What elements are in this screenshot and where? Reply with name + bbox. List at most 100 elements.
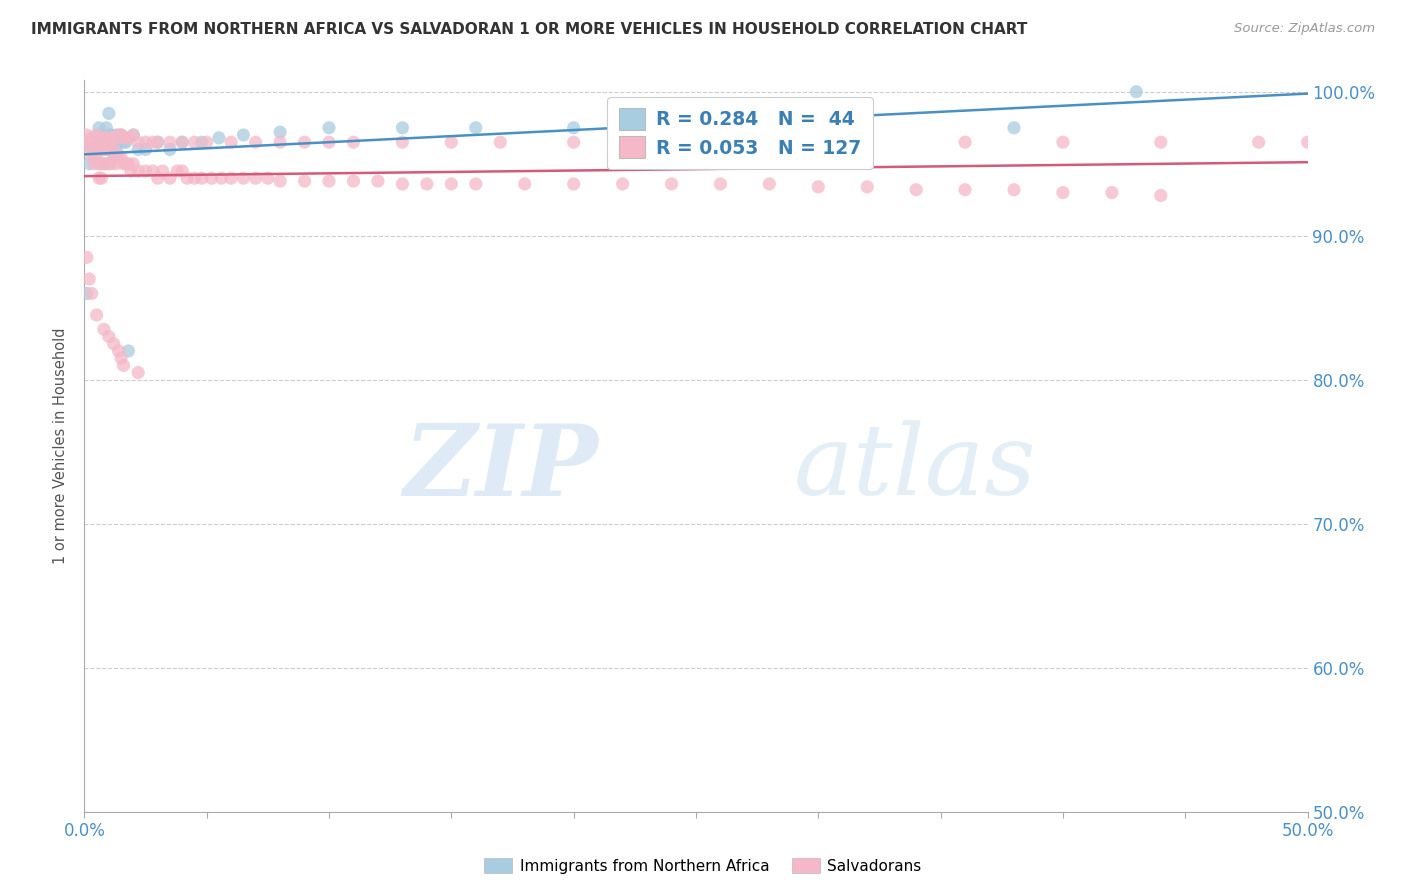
Point: [318, 135, 340, 149]
Point: [127, 366, 149, 380]
Point: [135, 135, 157, 149]
Point: [464, 177, 486, 191]
Point: [905, 183, 928, 197]
Point: [105, 142, 128, 156]
Point: [86, 308, 108, 322]
Point: [87, 142, 110, 156]
Point: [685, 120, 707, 135]
Point: [87, 157, 110, 171]
Point: [107, 150, 129, 164]
Point: [232, 171, 254, 186]
Point: [100, 142, 122, 156]
Point: [208, 131, 231, 145]
Point: [440, 177, 463, 191]
Point: [318, 174, 340, 188]
Point: [152, 164, 174, 178]
Point: [76, 142, 98, 156]
Point: [219, 171, 242, 186]
Point: [96, 131, 118, 145]
Point: [612, 177, 634, 191]
Point: [77, 135, 100, 149]
Point: [661, 135, 683, 149]
Point: [367, 174, 389, 188]
Point: [112, 359, 135, 373]
Point: [105, 128, 128, 142]
Point: [93, 131, 115, 145]
Point: [513, 177, 536, 191]
Point: [96, 120, 118, 135]
Point: [77, 157, 100, 171]
Point: [93, 157, 115, 171]
Point: [83, 131, 105, 145]
Point: [80, 150, 103, 164]
Point: [135, 142, 157, 156]
Point: [1002, 120, 1025, 135]
Point: [105, 131, 128, 145]
Point: [318, 120, 340, 135]
Point: [269, 125, 291, 139]
Point: [257, 171, 280, 186]
Point: [93, 142, 115, 156]
Point: [83, 150, 105, 164]
Point: [953, 135, 976, 149]
Point: [87, 128, 110, 142]
Point: [269, 174, 291, 188]
Point: [103, 142, 125, 156]
Point: [90, 157, 112, 171]
Point: [1125, 85, 1147, 99]
Point: [562, 135, 585, 149]
Point: [77, 135, 100, 149]
Point: [80, 142, 103, 156]
Point: [117, 343, 139, 358]
Point: [120, 164, 142, 178]
Point: [159, 142, 181, 156]
Point: [183, 135, 205, 149]
Point: [77, 272, 100, 286]
Point: [245, 135, 267, 149]
Point: [115, 157, 138, 171]
Point: [127, 142, 149, 156]
Point: [100, 157, 122, 171]
Text: Source: ZipAtlas.com: Source: ZipAtlas.com: [1234, 22, 1375, 36]
Point: [856, 135, 879, 149]
Point: [142, 135, 165, 149]
Point: [146, 171, 169, 186]
Point: [97, 131, 120, 145]
Point: [76, 128, 98, 142]
Point: [195, 135, 218, 149]
Point: [97, 106, 120, 120]
Point: [80, 131, 103, 145]
Point: [1150, 135, 1173, 149]
Point: [1052, 186, 1074, 200]
Point: [97, 157, 120, 171]
Point: [661, 177, 683, 191]
Point: [146, 135, 169, 149]
Point: [176, 171, 198, 186]
Point: [112, 157, 135, 171]
Point: [159, 135, 181, 149]
Point: [90, 135, 112, 149]
Point: [86, 150, 108, 164]
Point: [953, 183, 976, 197]
Point: [342, 174, 364, 188]
Point: [103, 135, 125, 149]
Point: [96, 157, 118, 171]
Point: [96, 135, 118, 149]
Point: [1101, 186, 1123, 200]
Point: [103, 131, 125, 145]
Point: [115, 131, 138, 145]
Point: [103, 150, 125, 164]
Point: [1296, 135, 1319, 149]
Point: [90, 142, 112, 156]
Point: [93, 322, 115, 336]
Point: [856, 179, 879, 194]
Point: [191, 171, 214, 186]
Point: [135, 164, 157, 178]
Point: [183, 171, 205, 186]
Point: [97, 128, 120, 142]
Point: [122, 128, 145, 142]
Point: [100, 131, 122, 145]
Point: [96, 142, 118, 156]
Point: [76, 251, 98, 265]
Point: [807, 179, 830, 194]
